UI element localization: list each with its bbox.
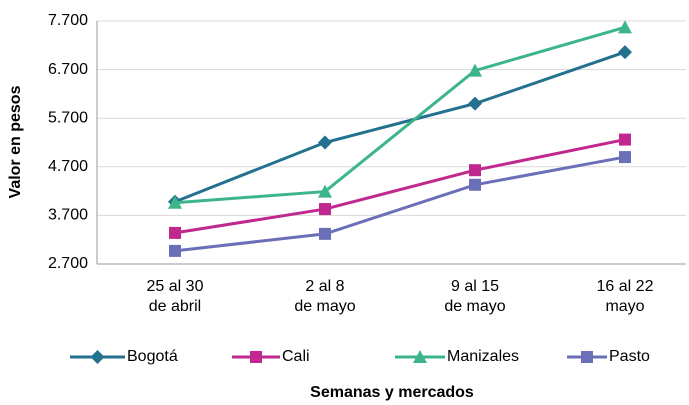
y-tick-label: 5.700 — [48, 109, 88, 126]
legend-label: Pasto — [609, 348, 650, 365]
x-axis-label: Semanas y mercados — [310, 384, 474, 401]
marker — [169, 226, 181, 239]
marker — [618, 20, 632, 34]
series-line — [174, 138, 626, 235]
legend-label: Bogotá — [127, 348, 178, 365]
series-line — [174, 25, 626, 205]
marker — [618, 45, 632, 60]
marker — [469, 164, 481, 177]
y-tick-label: 2.700 — [48, 255, 88, 272]
x-tick-label: 9 al 15 de mayo — [444, 278, 506, 315]
legend-marker — [90, 350, 105, 364]
marker — [469, 178, 481, 191]
y-tick-label: 6.700 — [48, 61, 88, 78]
marker — [168, 195, 182, 209]
marker — [619, 151, 631, 164]
legend-label: Cali — [282, 348, 310, 365]
x-tick-label: 16 al 22 mayo — [596, 278, 654, 315]
y-tick-label: 4.700 — [48, 158, 88, 175]
y-tick-label: 3.700 — [48, 207, 88, 224]
marker — [319, 203, 331, 216]
marker — [468, 96, 482, 111]
y-tick-label: 7.700 — [48, 12, 88, 29]
marker — [619, 133, 631, 146]
legend-marker — [250, 351, 262, 363]
legend-marker — [413, 350, 427, 363]
legend-marker — [581, 351, 593, 363]
marker — [318, 135, 332, 150]
marker — [319, 227, 331, 240]
marker — [318, 184, 332, 198]
series-line — [174, 50, 626, 204]
y-axis-label: Valor en pesos — [7, 85, 24, 198]
x-tick-label: 2 al 8 de mayo — [294, 278, 356, 315]
series-line — [174, 155, 626, 253]
x-tick-label: 25 al 30 de abril — [146, 278, 204, 315]
legend-label: Manizales — [447, 348, 519, 365]
marker — [468, 63, 482, 77]
marker — [169, 244, 181, 257]
